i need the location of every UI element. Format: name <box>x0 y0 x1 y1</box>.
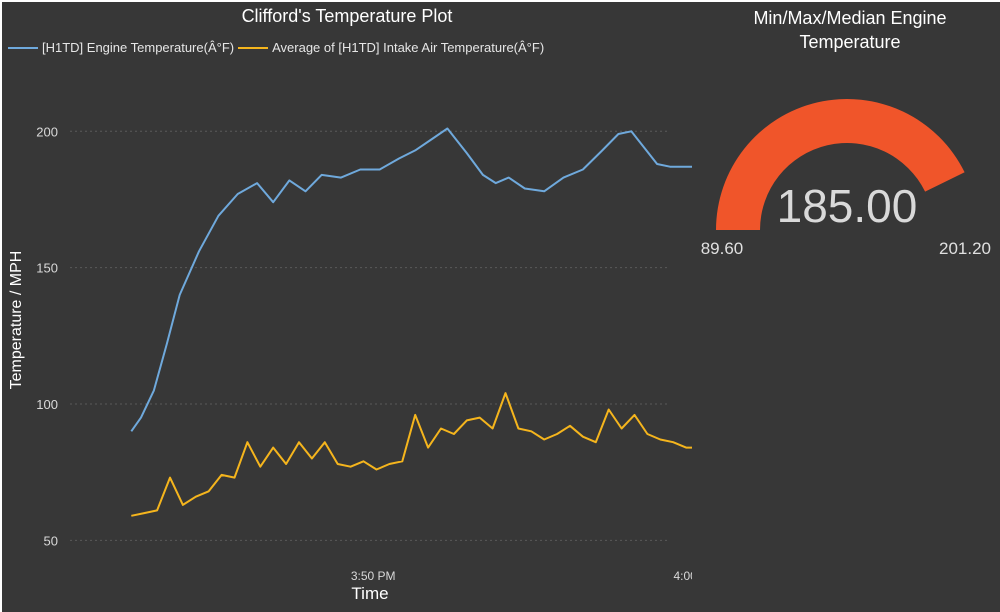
series-lines <box>130 127 692 517</box>
y-tick-label: 200 <box>36 124 58 139</box>
gauge-value: 185.00 <box>777 180 918 232</box>
y-tick-label: 100 <box>36 397 58 412</box>
legend-item-engine-temperature[interactable]: [H1TD] Engine Temperature(Â°F) <box>8 40 234 55</box>
y-tick-label: 150 <box>36 261 58 276</box>
x-tick-label: 4:00 PM <box>673 569 692 583</box>
gauge-chart: 185.00 89.60 201.20 <box>701 98 991 258</box>
x-tick-label: 3:50 PM <box>351 569 396 583</box>
gauge-max-label: 201.20 <box>939 239 991 258</box>
legend-item-intake-temperature[interactable]: Average of [H1TD] Intake Air Temperature… <box>238 40 544 55</box>
gridlines <box>70 130 670 541</box>
y-tick-label: 50 <box>44 533 58 548</box>
y-axis-title: Temperature / MPH <box>8 251 25 390</box>
x-axis-title: Time <box>351 584 388 603</box>
legend-swatch-intake <box>238 46 269 49</box>
legend-label-engine: [H1TD] Engine Temperature(Â°F) <box>42 40 235 55</box>
gauge-min-label: 89.60 <box>701 239 744 258</box>
legend-label-intake: Average of [H1TD] Intake Air Temperature… <box>272 40 545 55</box>
gauge-arc <box>716 98 965 230</box>
series-line-engine-temperature[interactable] <box>130 127 692 432</box>
legend-swatch-engine <box>8 46 38 49</box>
chart-legend: [H1TD] Engine Temperature(Â°F) Average o… <box>8 40 548 55</box>
gauge-title: Min/Max/Median Engine Temperature <box>753 8 947 52</box>
chart-title: Clifford's Temperature Plot <box>241 6 453 26</box>
series-line-intake-temperature[interactable] <box>131 390 692 517</box>
